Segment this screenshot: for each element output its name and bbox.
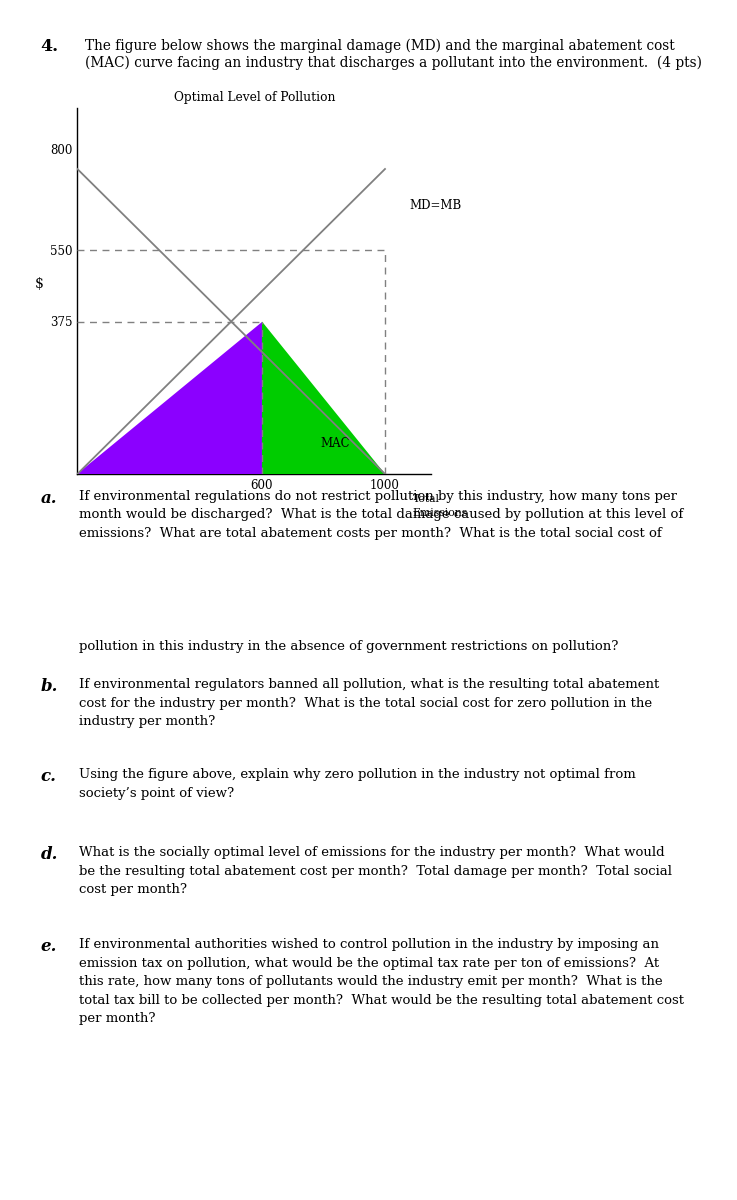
Polygon shape	[77, 322, 262, 474]
Polygon shape	[262, 322, 385, 474]
Title: Optimal Level of Pollution: Optimal Level of Pollution	[173, 91, 335, 104]
Text: MAC: MAC	[321, 437, 350, 450]
Text: Using the figure above, explain why zero pollution in the industry not optimal f: Using the figure above, explain why zero…	[79, 768, 635, 799]
Y-axis label: $: $	[35, 277, 43, 290]
Text: The figure below shows the marginal damage (MD) and the marginal abatement cost: The figure below shows the marginal dama…	[85, 38, 674, 53]
Text: pollution in this industry in the absence of government restrictions on pollutio: pollution in this industry in the absenc…	[79, 640, 618, 653]
Text: a.: a.	[41, 490, 57, 506]
Text: If environmental regulators banned all pollution, what is the resulting total ab: If environmental regulators banned all p…	[79, 678, 659, 728]
Text: If environmental regulations do not restrict pollution by this industry, how man: If environmental regulations do not rest…	[79, 490, 683, 540]
Text: (MAC) curve facing an industry that discharges a pollutant into the environment.: (MAC) curve facing an industry that disc…	[85, 55, 702, 70]
Text: MD=MB: MD=MB	[410, 199, 462, 212]
Text: What is the socially optimal level of emissions for the industry per month?  Wha: What is the socially optimal level of em…	[79, 846, 672, 896]
Text: e.: e.	[41, 938, 57, 955]
Text: b.: b.	[41, 678, 58, 695]
Text: d.: d.	[41, 846, 58, 863]
Text: c.: c.	[41, 768, 57, 785]
Text: 4.: 4.	[41, 38, 59, 55]
Text: If environmental authorities wished to control pollution in the industry by impo: If environmental authorities wished to c…	[79, 938, 684, 1025]
Text: Total
Emissions: Total Emissions	[413, 494, 468, 517]
